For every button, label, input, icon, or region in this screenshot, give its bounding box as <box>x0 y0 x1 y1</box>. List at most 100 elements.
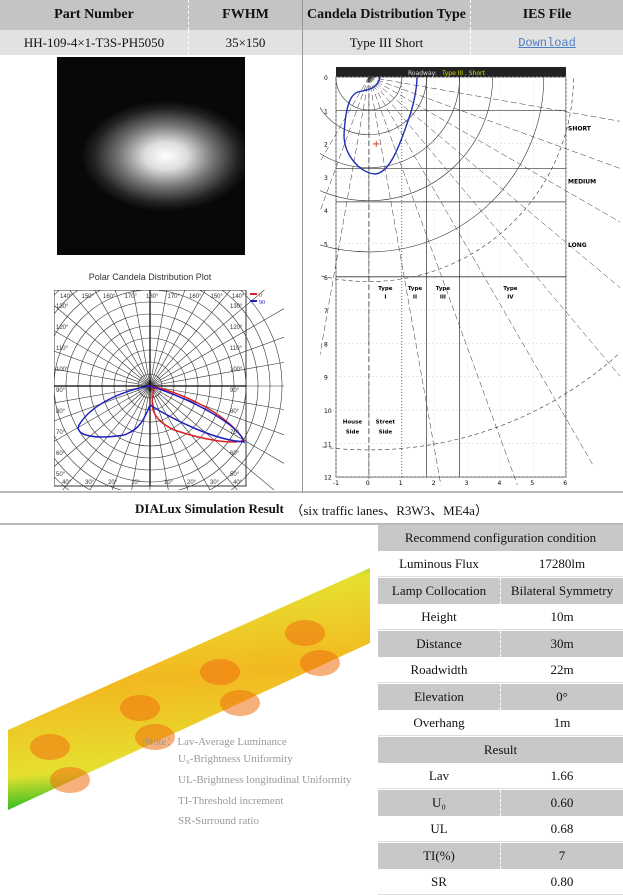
download-link[interactable]: Download <box>518 35 576 50</box>
hotspot <box>300 650 340 676</box>
type-label: Type <box>503 286 518 292</box>
angle-label: 180° <box>146 294 159 300</box>
roadway-title-prefix: Roadway: <box>408 70 437 77</box>
row-value: 0° <box>556 688 568 704</box>
y-tick: 7 <box>324 308 328 315</box>
angle-label: 170° <box>125 294 138 300</box>
type-label: I <box>384 294 386 300</box>
row-value: 1.66 <box>550 767 574 783</box>
zone-label: MEDIUM <box>568 179 596 186</box>
simulation-title: DIALux Simulation Result <box>135 501 284 516</box>
legend-0: 0 <box>259 293 262 299</box>
row-value: 1m <box>553 714 571 730</box>
ies-cell: Download <box>470 30 623 55</box>
type-label: Type <box>436 286 451 292</box>
roadway-title-type: Type III , Short <box>441 70 485 77</box>
angle-label: 70° <box>56 430 66 436</box>
y-tick: 1 <box>324 108 328 115</box>
polar-plot: 0 90 140° 150° 160° 170° 180° 170° 160° 150° 140… <box>54 290 284 490</box>
row-label: Luminous Flux <box>378 551 501 576</box>
side-label: House <box>343 419 363 425</box>
table-row: TI(%) 7 <box>378 842 623 869</box>
angle-label: 40° <box>233 480 243 486</box>
roadway-title-bar <box>336 67 566 77</box>
y-tick: 2 <box>324 142 328 149</box>
angle-label: 30° <box>210 480 220 486</box>
row-label: TI(%) <box>378 842 501 869</box>
row-label: Overhang <box>378 710 501 735</box>
table-row: Lamp Collocation Bilateral Symmetry <box>378 577 623 604</box>
row-label: Lamp Collocation <box>378 577 501 604</box>
legend-90: 90 <box>259 300 265 306</box>
hotspot <box>30 734 70 760</box>
side-label: Street <box>376 419 396 425</box>
x-tick: -1 <box>333 480 339 485</box>
angle-label: 70° <box>230 430 240 436</box>
type-label: III <box>440 294 446 300</box>
zone-label: LONG <box>568 242 587 249</box>
row-value: Bilateral Symmetry <box>510 582 614 598</box>
y-tick: 11 <box>324 441 332 448</box>
zone-label: SHORT <box>568 125 592 132</box>
row-value: 10m <box>550 608 574 624</box>
x-tick: 4 <box>498 480 502 485</box>
max-candela-marker: + <box>372 139 380 150</box>
x-tick: 3 <box>465 480 469 485</box>
angle-label: 150° <box>82 294 95 300</box>
polar-curve-90 <box>77 385 246 443</box>
angle-label: 60° <box>230 451 240 457</box>
y-tick: 12 <box>324 475 332 482</box>
divider <box>302 55 303 493</box>
hotspot <box>200 659 240 685</box>
y-tick: 6 <box>324 275 328 282</box>
angle-label: 10° <box>131 480 141 486</box>
angle-label: 20° <box>187 480 197 486</box>
type-label: IV <box>507 294 514 300</box>
header-ies-file: IES File <box>470 0 623 30</box>
type-label: II <box>413 294 417 300</box>
row-label: UL <box>378 816 501 841</box>
angle-label: 150° <box>211 294 224 300</box>
angle-label: 20° <box>108 480 118 486</box>
header-candela-type: Candela Distribution Type <box>302 0 470 30</box>
table-row: Lav 1.66 <box>378 763 623 789</box>
header-part-number: Part Number <box>0 0 188 30</box>
angle-label: 100° <box>230 367 243 373</box>
angle-label: 140° <box>60 294 73 300</box>
row-value: 22m <box>550 661 574 677</box>
table-row: Distance 30m <box>378 630 623 657</box>
y-tick: 4 <box>324 208 328 215</box>
angle-label: 90° <box>230 388 240 394</box>
angle-label: 160° <box>189 294 202 300</box>
x-tick: 0 <box>366 480 370 485</box>
hotspot <box>50 767 90 793</box>
iso-candela-curve <box>343 76 418 175</box>
angle-label: 10° <box>164 480 174 486</box>
row-label: Roadwidth <box>378 657 501 682</box>
row-value: 30m <box>550 635 574 651</box>
type-label: Type <box>378 286 393 292</box>
x-tick: 5 <box>530 480 534 485</box>
angle-label: 50° <box>56 472 66 478</box>
note-sr: SR-Surround ratio <box>178 815 259 827</box>
row-label: Height <box>378 604 501 629</box>
result-header: Result <box>378 736 623 763</box>
x-tick: 2 <box>432 480 436 485</box>
angle-label: 130° <box>56 304 69 310</box>
hotspot <box>220 690 260 716</box>
simulation-title-row: DIALux Simulation Result （six traffic la… <box>0 495 623 525</box>
y-tick: 9 <box>324 375 328 382</box>
roadway-chart: Roadway: Type III , Short 01234567891011… <box>320 67 620 485</box>
polar-title: Polar Candela Distribution Plot <box>88 272 212 282</box>
beam-image <box>57 57 245 255</box>
simulation-subtitle: （six traffic lanes、R3W3、ME4a） <box>290 502 488 518</box>
table-row: UL 0.68 <box>378 816 623 842</box>
table-row: Height 10m <box>378 604 623 630</box>
hotspot <box>285 620 325 646</box>
table-row: Elevation 0° <box>378 683 623 710</box>
angle-label: 30° <box>85 480 95 486</box>
row-value: 17280lm <box>538 555 586 571</box>
angle-label: 120° <box>56 325 69 331</box>
fwhm-value: 35×150 <box>188 30 302 55</box>
luminance-simulation-image <box>8 568 370 810</box>
